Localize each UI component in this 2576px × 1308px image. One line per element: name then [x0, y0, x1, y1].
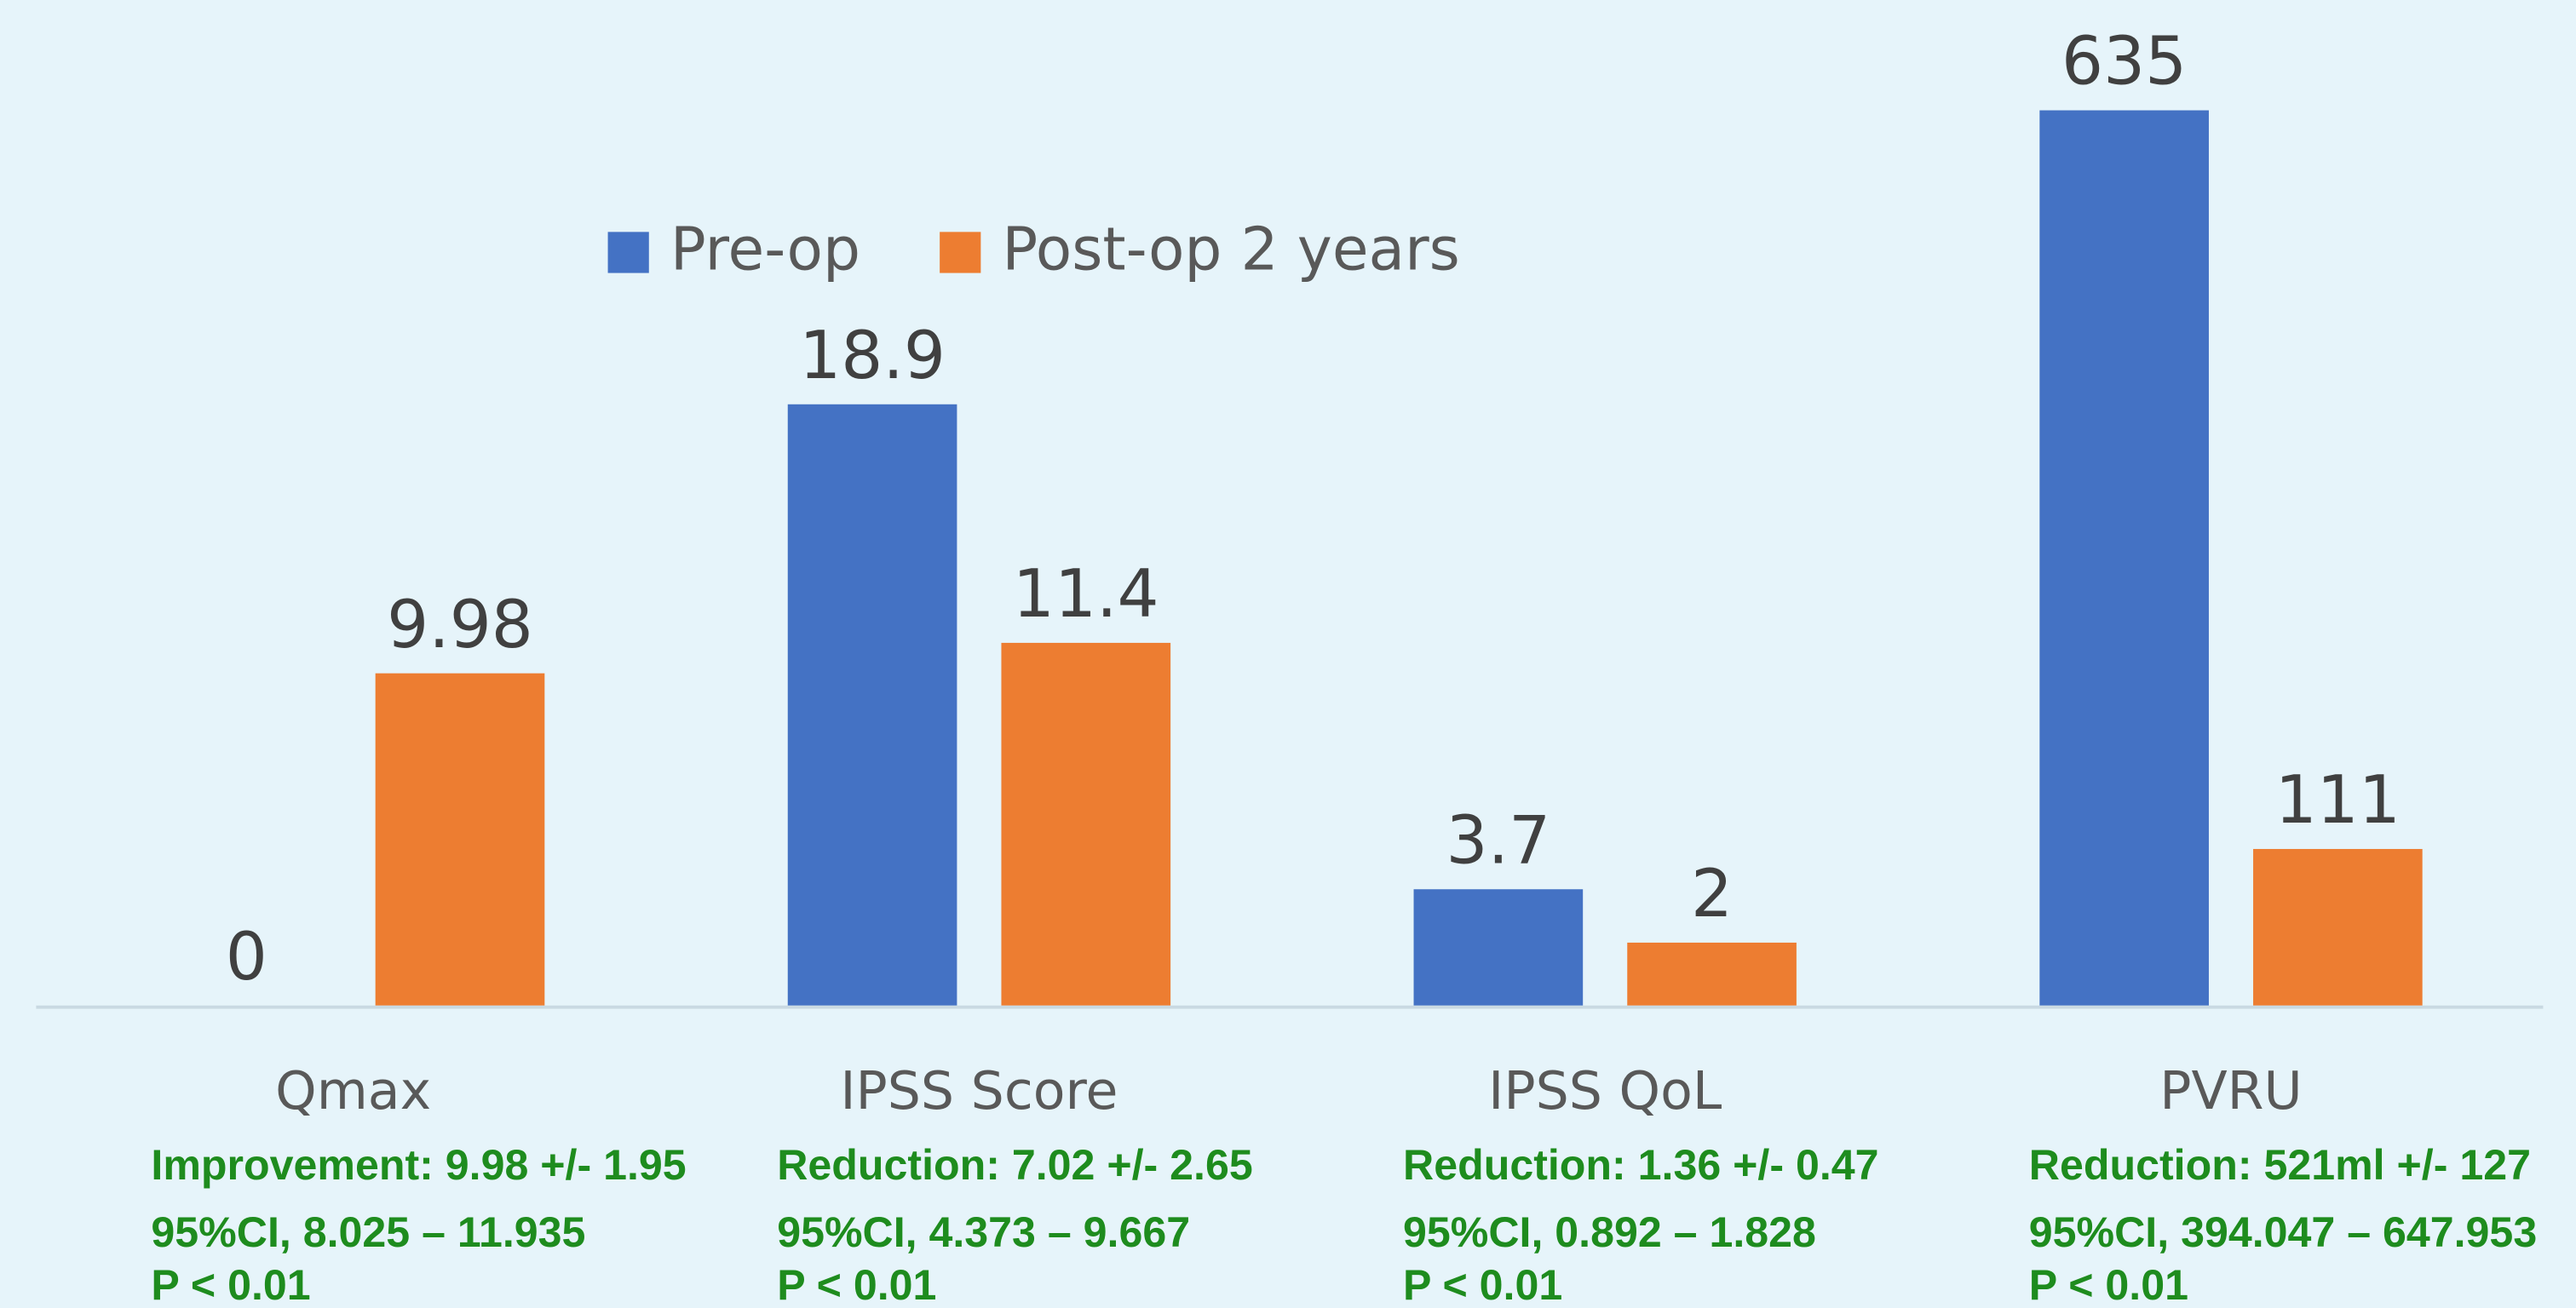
- category-label: IPSS Score: [840, 1060, 1118, 1122]
- bar: [2253, 848, 2423, 1006]
- bar: [375, 673, 545, 1006]
- annotation: P < 0.01: [151, 1261, 310, 1308]
- bar: [1001, 642, 1171, 1006]
- annotation: 95%CI, 8.025 – 11.935: [151, 1208, 585, 1256]
- annotation: P < 0.01: [1403, 1261, 1562, 1308]
- value-label: 3.7: [1446, 802, 1551, 879]
- bar: [1413, 889, 1584, 1006]
- annotation: 95%CI, 0.892 – 1.828: [1403, 1208, 1816, 1256]
- legend-swatch: [940, 232, 981, 273]
- value-label: 0: [226, 919, 267, 995]
- annotation: Reduction: 1.36 +/- 0.47: [1403, 1141, 1879, 1189]
- annotation: P < 0.01: [2029, 1261, 2188, 1308]
- category-label: Qmax: [275, 1060, 431, 1122]
- annotation: 95%CI, 4.373 – 9.667: [777, 1208, 1190, 1256]
- annotation: Reduction: 521ml +/- 127: [2029, 1141, 2531, 1189]
- annotation: Reduction: 7.02 +/- 2.65: [777, 1141, 1253, 1189]
- annotation: P < 0.01: [777, 1261, 936, 1308]
- bar: [787, 404, 957, 1006]
- category-label: PVRU: [2159, 1060, 2302, 1122]
- bar: [2039, 110, 2209, 1006]
- value-label: 11.4: [1013, 556, 1159, 633]
- annotation: Improvement: 9.98 +/- 1.95: [151, 1141, 686, 1189]
- annotation: 95%CI, 394.047 – 647.953: [2029, 1208, 2537, 1256]
- value-label: 2: [1691, 856, 1733, 932]
- value-label: 9.98: [387, 587, 533, 663]
- category-label: IPSS QoL: [1488, 1060, 1722, 1122]
- legend-label: Post-op 2 years: [1002, 216, 1459, 284]
- value-label: 18.9: [799, 318, 946, 394]
- value-label: 635: [2061, 24, 2187, 100]
- legend-swatch: [607, 232, 649, 273]
- legend-label: Pre-op: [670, 216, 860, 284]
- value-label: 111: [2275, 762, 2401, 839]
- bar: [1627, 942, 1797, 1006]
